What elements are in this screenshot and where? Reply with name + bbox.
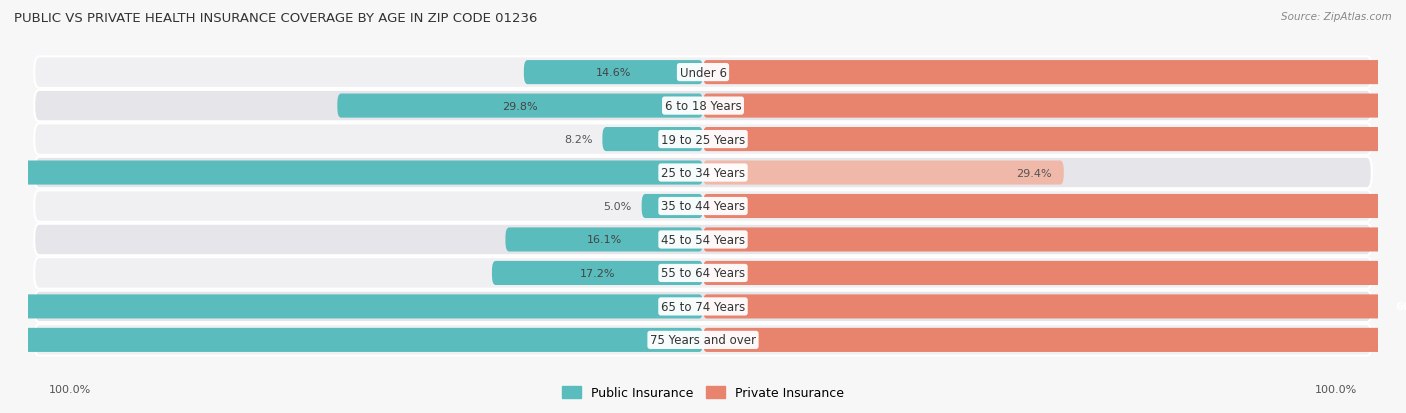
FancyBboxPatch shape bbox=[602, 128, 703, 152]
Text: 75 Years and over: 75 Years and over bbox=[650, 334, 756, 347]
Text: 19 to 25 Years: 19 to 25 Years bbox=[661, 133, 745, 146]
FancyBboxPatch shape bbox=[703, 94, 1406, 119]
Text: 35 to 44 Years: 35 to 44 Years bbox=[661, 200, 745, 213]
FancyBboxPatch shape bbox=[641, 195, 703, 218]
FancyBboxPatch shape bbox=[34, 258, 1372, 289]
FancyBboxPatch shape bbox=[703, 228, 1406, 252]
FancyBboxPatch shape bbox=[703, 328, 1406, 352]
FancyBboxPatch shape bbox=[492, 261, 703, 285]
FancyBboxPatch shape bbox=[505, 228, 703, 252]
FancyBboxPatch shape bbox=[0, 328, 703, 352]
Text: Source: ZipAtlas.com: Source: ZipAtlas.com bbox=[1281, 12, 1392, 22]
FancyBboxPatch shape bbox=[703, 161, 1064, 185]
Text: 55 to 64 Years: 55 to 64 Years bbox=[661, 267, 745, 280]
Text: 29.8%: 29.8% bbox=[502, 101, 538, 112]
FancyBboxPatch shape bbox=[703, 294, 1406, 319]
Text: 5.0%: 5.0% bbox=[603, 202, 631, 211]
Text: PUBLIC VS PRIVATE HEALTH INSURANCE COVERAGE BY AGE IN ZIP CODE 01236: PUBLIC VS PRIVATE HEALTH INSURANCE COVER… bbox=[14, 12, 537, 25]
FancyBboxPatch shape bbox=[34, 191, 1372, 222]
FancyBboxPatch shape bbox=[34, 157, 1372, 189]
Text: 6 to 18 Years: 6 to 18 Years bbox=[665, 100, 741, 113]
Text: Under 6: Under 6 bbox=[679, 66, 727, 79]
Text: 17.2%: 17.2% bbox=[579, 268, 616, 278]
FancyBboxPatch shape bbox=[524, 61, 703, 85]
FancyBboxPatch shape bbox=[337, 94, 703, 119]
Text: 29.4%: 29.4% bbox=[1017, 168, 1052, 178]
FancyBboxPatch shape bbox=[34, 124, 1372, 155]
Text: 60.6%: 60.6% bbox=[1396, 301, 1406, 312]
FancyBboxPatch shape bbox=[703, 128, 1406, 152]
FancyBboxPatch shape bbox=[703, 195, 1406, 218]
Legend: Public Insurance, Private Insurance: Public Insurance, Private Insurance bbox=[557, 381, 849, 404]
FancyBboxPatch shape bbox=[34, 90, 1372, 122]
FancyBboxPatch shape bbox=[34, 291, 1372, 323]
Text: 100.0%: 100.0% bbox=[49, 385, 91, 394]
FancyBboxPatch shape bbox=[34, 224, 1372, 256]
Text: 8.2%: 8.2% bbox=[564, 135, 592, 145]
Text: 16.1%: 16.1% bbox=[586, 235, 621, 245]
Text: 14.6%: 14.6% bbox=[596, 68, 631, 78]
FancyBboxPatch shape bbox=[0, 294, 703, 319]
Text: 65 to 74 Years: 65 to 74 Years bbox=[661, 300, 745, 313]
FancyBboxPatch shape bbox=[34, 57, 1372, 89]
Text: 25 to 34 Years: 25 to 34 Years bbox=[661, 166, 745, 180]
FancyBboxPatch shape bbox=[0, 161, 703, 185]
FancyBboxPatch shape bbox=[703, 61, 1406, 85]
FancyBboxPatch shape bbox=[703, 261, 1406, 285]
Text: 45 to 54 Years: 45 to 54 Years bbox=[661, 233, 745, 247]
FancyBboxPatch shape bbox=[34, 324, 1372, 356]
Text: 100.0%: 100.0% bbox=[1315, 385, 1357, 394]
